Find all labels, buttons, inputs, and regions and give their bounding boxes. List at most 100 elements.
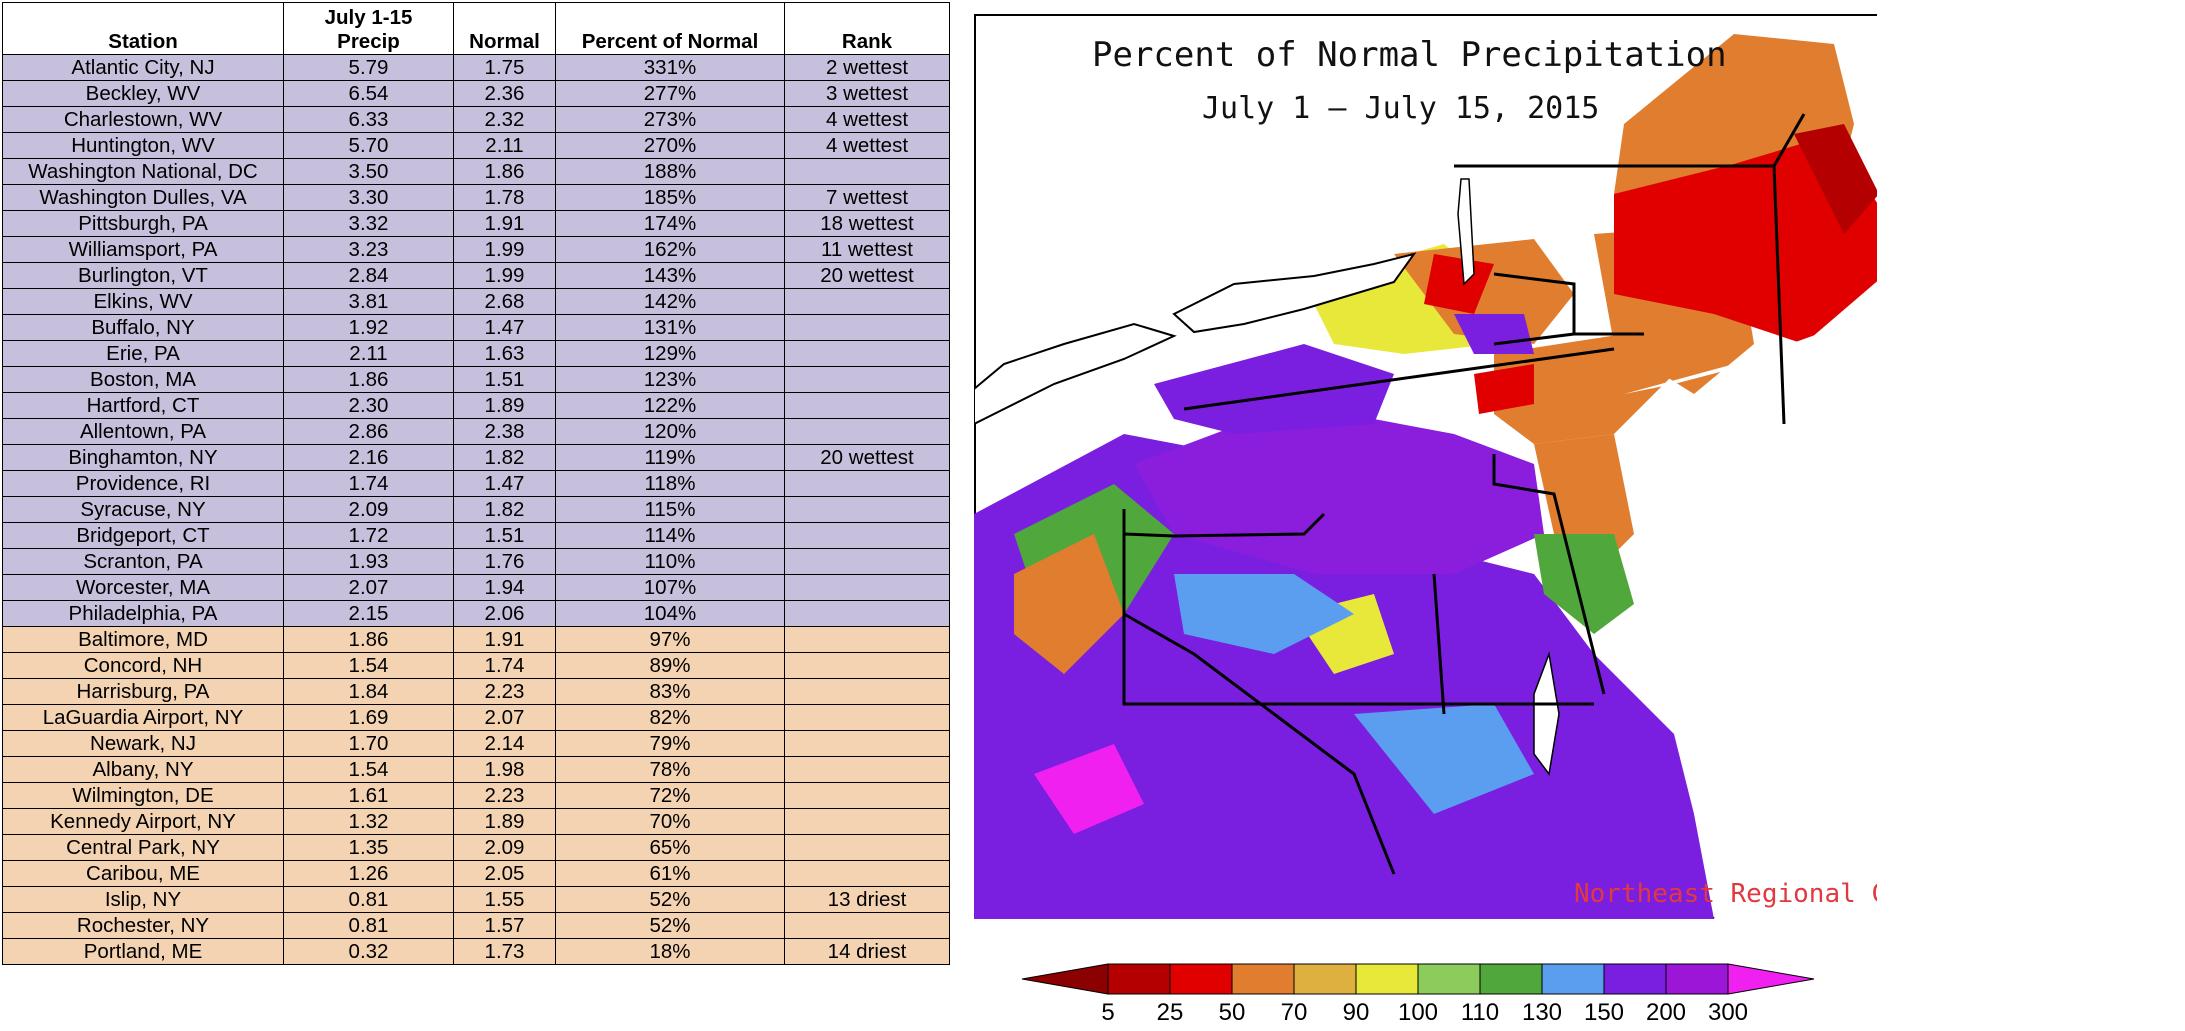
- cell-rank: [784, 912, 950, 939]
- cell-rank: 20 wettest: [784, 444, 950, 471]
- cell-rank: [784, 678, 950, 705]
- cell-station: Washington Dulles, VA: [2, 184, 284, 211]
- cell-rank: 13 driest: [784, 886, 950, 913]
- cell-rank: 3 wettest: [784, 80, 950, 107]
- cell-normal: 2.68: [453, 288, 556, 315]
- cell-precip: 1.84: [283, 678, 454, 705]
- legend-arrow-low: [1021, 963, 1109, 995]
- cell-percent: 174%: [555, 210, 785, 237]
- region-ct-red: [1474, 364, 1534, 414]
- cell-normal: 2.11: [453, 132, 556, 159]
- cell-rank: 18 wettest: [784, 210, 950, 237]
- cell-precip: 6.33: [283, 106, 454, 133]
- map-title-line1: Percent of Normal Precipitation: [1092, 35, 1727, 75]
- precip-table-container: Station July 1-15 Precip Normal Percent …: [2, 2, 950, 965]
- cell-normal: 1.76: [453, 548, 556, 575]
- table-row: Allentown, PA 2.86 2.38 120%: [2, 418, 950, 445]
- cell-rank: [784, 756, 950, 783]
- legend-box: [1541, 963, 1605, 995]
- cell-normal: 2.06: [453, 600, 556, 627]
- cell-normal: 1.91: [453, 626, 556, 653]
- cell-percent: 120%: [555, 418, 785, 445]
- table-row: Washington National, DC 3.50 1.86 188%: [2, 158, 950, 185]
- cell-station: Pittsburgh, PA: [2, 210, 284, 237]
- table-row: LaGuardia Airport, NY 1.69 2.07 82%: [2, 704, 950, 731]
- cell-station: Boston, MA: [2, 366, 284, 393]
- cell-precip: 1.74: [283, 470, 454, 497]
- lake-ontario: [1172, 252, 1417, 334]
- cell-rank: [784, 626, 950, 653]
- region-wv-magenta: [1034, 744, 1144, 834]
- cell-normal: 2.07: [453, 704, 556, 731]
- cell-normal: 1.73: [453, 938, 556, 965]
- cell-station: Elkins, WV: [2, 288, 284, 315]
- cell-station: Concord, NH: [2, 652, 284, 679]
- cell-station: Rochester, NY: [2, 912, 284, 939]
- cell-normal: 1.89: [453, 808, 556, 835]
- cell-precip: 0.32: [283, 938, 454, 965]
- table-row: Charlestown, WV 6.33 2.32 273% 4 wettest: [2, 106, 950, 133]
- cell-percent: 185%: [555, 184, 785, 211]
- cell-rank: [784, 314, 950, 341]
- cell-percent: 97%: [555, 626, 785, 653]
- cell-precip: 1.72: [283, 522, 454, 549]
- color-legend: 5 25 50 70 90 100 110 130 150 200 300: [1021, 963, 1815, 1025]
- cell-rank: [784, 652, 950, 679]
- table-row: Hartford, CT 2.30 1.89 122%: [2, 392, 950, 419]
- cell-rank: 7 wettest: [784, 184, 950, 211]
- cell-station: Baltimore, MD: [2, 626, 284, 653]
- cell-rank: [784, 392, 950, 419]
- cell-precip: 1.32: [283, 808, 454, 835]
- cell-percent: 78%: [555, 756, 785, 783]
- cell-rank: [784, 730, 950, 757]
- cell-normal: 1.74: [453, 652, 556, 679]
- table-row: Kennedy Airport, NY 1.32 1.89 70%: [2, 808, 950, 835]
- cell-normal: 1.82: [453, 444, 556, 471]
- cell-percent: 162%: [555, 236, 785, 263]
- cell-rank: [784, 470, 950, 497]
- cell-normal: 2.38: [453, 418, 556, 445]
- legend-tick-label: 300: [1708, 999, 1748, 1025]
- cell-precip: 1.61: [283, 782, 454, 809]
- cell-rank: [784, 704, 950, 731]
- precip-map: Percent of Normal Precipitation July 1 —…: [974, 14, 1877, 919]
- cell-percent: 188%: [555, 158, 785, 185]
- cell-precip: 1.54: [283, 652, 454, 679]
- state-borders: [1122, 113, 1806, 875]
- cell-percent: 123%: [555, 366, 785, 393]
- cell-rank: [784, 418, 950, 445]
- cell-station: Allentown, PA: [2, 418, 284, 445]
- header-rank: Rank: [784, 2, 950, 55]
- cell-normal: 1.99: [453, 262, 556, 289]
- table-row: Scranton, PA 1.93 1.76 110%: [2, 548, 950, 575]
- cell-percent: 114%: [555, 522, 785, 549]
- cell-rank: 4 wettest: [784, 132, 950, 159]
- cell-normal: 2.14: [453, 730, 556, 757]
- header-precip-line1: July 1-15: [324, 6, 413, 29]
- cell-rank: 4 wettest: [784, 106, 950, 133]
- legend-arrow-high: [1727, 963, 1815, 995]
- cell-precip: 2.30: [283, 392, 454, 419]
- table-row: Washington Dulles, VA 3.30 1.78 185% 7 wette…: [2, 184, 950, 211]
- region-maine-darkred: [1794, 124, 1877, 234]
- cell-normal: 1.57: [453, 912, 556, 939]
- table-row: Albany, NY 1.54 1.98 78%: [2, 756, 950, 783]
- cell-percent: 331%: [555, 54, 785, 81]
- cell-normal: 2.05: [453, 860, 556, 887]
- header-percent: Percent of Normal: [555, 2, 785, 55]
- table-row: Newark, NJ 1.70 2.14 79%: [2, 730, 950, 757]
- legend-tick-label: 130: [1522, 999, 1562, 1025]
- cell-rank: [784, 808, 950, 835]
- cell-station: Atlantic City, NJ: [2, 54, 284, 81]
- cell-station: Burlington, VT: [2, 262, 284, 289]
- atlantic-ocean: [1624, 314, 1877, 919]
- cell-precip: 2.11: [283, 340, 454, 367]
- cell-rank: [784, 834, 950, 861]
- precip-table: Station July 1-15 Precip Normal Percent …: [2, 2, 950, 965]
- cell-precip: 1.70: [283, 730, 454, 757]
- cell-station: Beckley, WV: [2, 80, 284, 107]
- cell-precip: 1.92: [283, 314, 454, 341]
- cell-percent: 89%: [555, 652, 785, 679]
- table-row: Pittsburgh, PA 3.32 1.91 174% 18 wettest: [2, 210, 950, 237]
- cell-station: Central Park, NY: [2, 834, 284, 861]
